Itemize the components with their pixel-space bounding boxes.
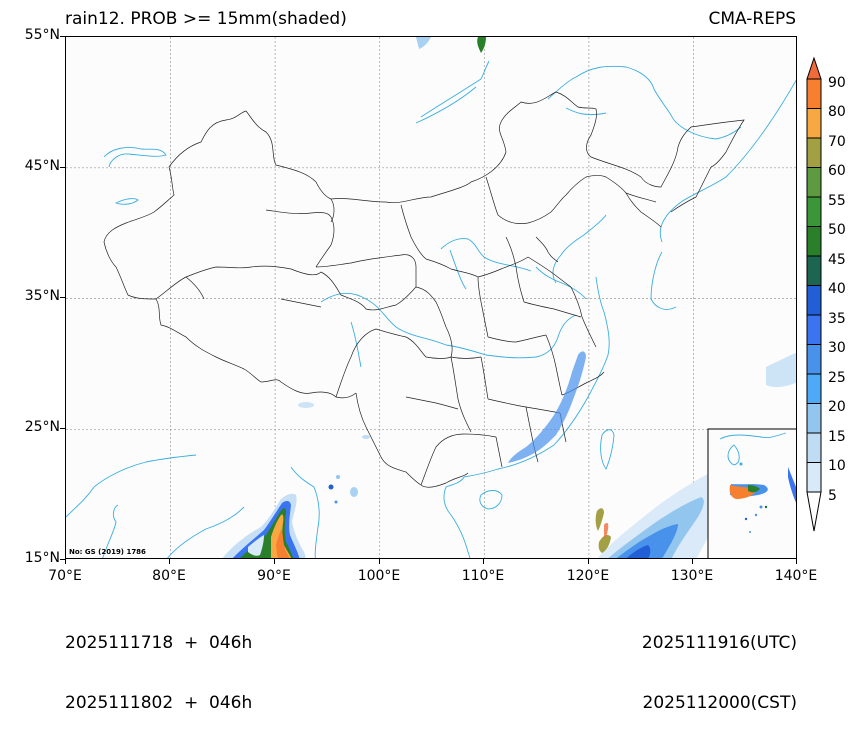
colorbar-label: 25 (828, 370, 846, 386)
colorbar-label: 35 (828, 311, 846, 327)
colorbar-label: 30 (828, 340, 846, 356)
xtick-label-70e: 70°E (48, 568, 82, 584)
init-time-block: 2025111718 + 046h 2025111802 + 046h (65, 593, 252, 733)
xtick-mark (379, 559, 380, 564)
ytick-label-15n: 15°N (24, 550, 60, 566)
south-china-sea-inset (707, 428, 796, 558)
ytick-label-55n: 55°N (24, 27, 60, 43)
gridlines (66, 37, 796, 558)
colorbar (806, 57, 822, 532)
ytick-mark (60, 36, 65, 37)
colorbar-label: 70 (828, 134, 846, 150)
colorbar-label: 45 (828, 252, 846, 268)
colorbar-label: 20 (828, 399, 846, 415)
ytick-mark (60, 559, 65, 560)
ytick-label-35n: 35°N (24, 288, 60, 304)
xtick-label-80e: 80°E (152, 568, 186, 584)
admin-borders (103, 91, 745, 488)
xtick-mark (588, 559, 589, 564)
xtick-label-90e: 90°E (257, 568, 291, 584)
ytick-label-25n: 25°N (24, 419, 60, 435)
init-time-cst: 2025111802 + 046h (65, 693, 253, 713)
valid-time-utc: 2025111916(UTC) (641, 633, 797, 653)
valid-time-cst: 2025112000(CST) (642, 693, 797, 713)
precip-shading (222, 37, 796, 558)
colorbar-label: 50 (828, 222, 846, 238)
colorbar-label: 90 (828, 75, 846, 91)
coastlines-rivers (66, 60, 796, 558)
xtick-mark (483, 559, 484, 564)
xtick-mark (169, 559, 170, 564)
xtick-label-140e: 140°E (774, 568, 818, 584)
colorbar-label: 55 (828, 193, 846, 209)
xtick-mark (692, 559, 693, 564)
map-approval-note: No: GS (2019) 1786 (69, 548, 146, 556)
ytick-label-45n: 45°N (24, 158, 60, 174)
colorbar-under-triangle (806, 491, 822, 532)
init-time-utc: 2025111718 + 046h (65, 633, 253, 653)
colorbar-over-triangle (806, 57, 822, 80)
chart-title: rain12. PROB >= 15mm(shaded) (65, 9, 347, 29)
colorbar-label: 10 (828, 458, 846, 474)
colorbar-label: 40 (828, 281, 846, 297)
xtick-label-100e: 100°E (357, 568, 401, 584)
ytick-mark (60, 297, 65, 298)
xtick-label-120e: 120°E (566, 568, 610, 584)
xtick-mark (274, 559, 275, 564)
colorbar-label: 80 (828, 104, 846, 120)
xtick-label-110e: 110°E (461, 568, 505, 584)
xtick-mark (65, 559, 66, 564)
colorbar-label: 60 (828, 163, 846, 179)
valid-time-block: 2025111916(UTC) 2025112000(CST) (642, 593, 797, 733)
map-plot-area: No: GS (2019) 1786 (65, 36, 797, 559)
map-canvas (66, 37, 796, 558)
xtick-label-130e: 130°E (670, 568, 714, 584)
colorbar-label: 5 (828, 488, 837, 504)
model-name: CMA-REPS (708, 9, 796, 29)
ytick-mark (60, 167, 65, 168)
colorbar-label: 15 (828, 429, 846, 445)
ytick-mark (60, 428, 65, 429)
xtick-mark (796, 559, 797, 564)
